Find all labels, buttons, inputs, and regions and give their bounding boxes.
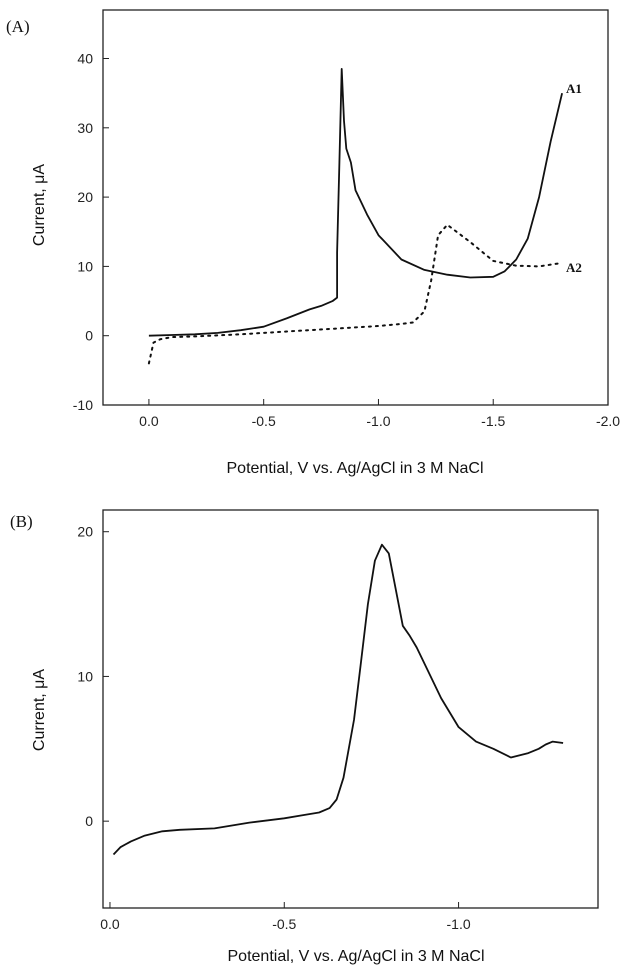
panel-a-series-line-a2 bbox=[147, 223, 564, 365]
panel-b-y-tick-label: 20 bbox=[77, 524, 93, 540]
panel-a-x-tick-label: -1.0 bbox=[366, 413, 390, 429]
panel-a-ticks: 0.0 -0.5 -1.0 -1.5 -2.0 -10 0 10 20 30 40 bbox=[73, 51, 621, 429]
panel-a-chart: (A) Potential, V vs. Ag/AgCl in 3 M NaCl… bbox=[6, 9, 621, 477]
series-label-a2: A2 bbox=[566, 260, 582, 275]
panel-a-plot-frame bbox=[102, 9, 609, 406]
panel-b-plot-frame bbox=[102, 509, 599, 909]
panel-b-series bbox=[112, 543, 564, 856]
panel-b-chart: (B) Potential, V vs. Ag/AgCl in 3 M NaCl… bbox=[10, 509, 599, 965]
panel-a-x-tick-label: 0.0 bbox=[139, 413, 159, 429]
panel-b-ticks: 0.0 -0.5 -1.0 0 10 20 bbox=[77, 524, 470, 932]
panel-a-y-tick-label: 10 bbox=[77, 258, 93, 274]
panel-a-label: (A) bbox=[6, 17, 30, 36]
panel-b-x-tick-label: -1.0 bbox=[447, 916, 471, 932]
panel-a-series bbox=[147, 68, 564, 365]
panel-a-x-tick-label: -0.5 bbox=[252, 413, 276, 429]
panel-b-y-axis-title: Current, μA bbox=[31, 669, 48, 751]
panel-a-y-tick-label: -10 bbox=[73, 397, 93, 413]
panel-a-y-tick-label: 30 bbox=[77, 120, 93, 136]
panel-b-x-tick-label: -0.5 bbox=[272, 916, 296, 932]
panel-a-x-tick-label: -2.0 bbox=[596, 413, 620, 429]
panel-b-series-line-0 bbox=[112, 543, 564, 856]
panel-a-series-line-a1 bbox=[148, 68, 563, 337]
panel-a-y-tick-label: 40 bbox=[77, 51, 93, 67]
panel-b-y-tick-label: 0 bbox=[85, 813, 93, 829]
panel-a-y-tick-label: 20 bbox=[77, 189, 93, 205]
panel-b-x-axis-title: Potential, V vs. Ag/AgCl in 3 M NaCl bbox=[228, 948, 485, 965]
panel-a-x-tick-label: -1.5 bbox=[481, 413, 505, 429]
panel-b-y-tick-label: 10 bbox=[77, 668, 93, 684]
panel-a-y-axis-title: Current, μA bbox=[31, 164, 48, 246]
series-label-a1: A1 bbox=[566, 81, 582, 96]
panel-b-label: (B) bbox=[10, 512, 33, 531]
panel-b-x-tick-label: 0.0 bbox=[100, 916, 120, 932]
panel-a-y-tick-label: 0 bbox=[85, 328, 93, 344]
panel-a-x-axis-title: Potential, V vs. Ag/AgCl in 3 M NaCl bbox=[227, 460, 484, 477]
